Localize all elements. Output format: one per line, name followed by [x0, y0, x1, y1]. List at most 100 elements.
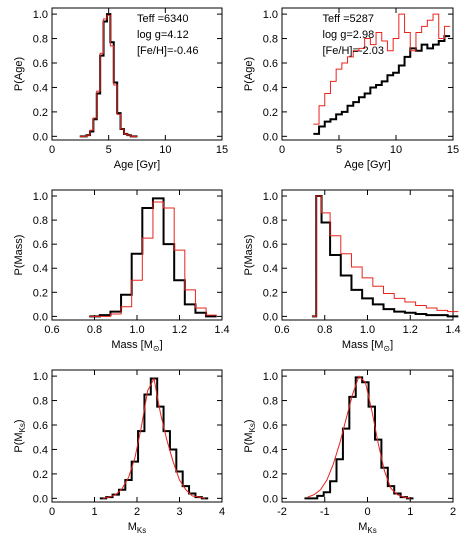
x-tick-label: 0: [364, 506, 370, 518]
y-tick-label: 0.8: [263, 396, 278, 408]
x-axis-label-sub: Ks: [367, 526, 376, 535]
y-tick-label: 0.2: [33, 469, 48, 481]
series-line: [311, 195, 459, 318]
y-tick-label: 0.2: [263, 287, 278, 299]
x-tick-label: 4: [219, 506, 225, 518]
x-tick-label: 3: [176, 506, 182, 518]
x-tick-label: 1.4: [214, 324, 229, 336]
x-axis-label-end: ]: [160, 339, 163, 351]
plot-frame: [281, 7, 454, 141]
x-tick-label: 1: [407, 506, 413, 518]
y-tick-label: 1.0: [263, 371, 278, 383]
annotation: [Fe/H]=-2.03: [323, 45, 384, 57]
x-tick-label: 1.2: [403, 324, 418, 336]
y-tick-label: 0.8: [263, 215, 278, 227]
plot-frame: [51, 7, 223, 141]
y-axis-label-sub: Ks: [248, 423, 257, 432]
y-tick-label: 0.8: [33, 34, 48, 46]
x-tick-label: 1: [91, 506, 97, 518]
y-tick-label: 1.0: [263, 191, 278, 203]
x-tick-label: 1.2: [172, 324, 187, 336]
y-tick-label: 0.8: [33, 215, 48, 227]
y-tick-label: 0.4: [263, 263, 278, 275]
x-tick-label: 0.8: [87, 324, 102, 336]
x-axis-label-text: Age [Gyr]: [344, 159, 390, 171]
y-axis-label-text: P(Age): [243, 57, 255, 91]
y-axis-label-sub: Ks: [18, 423, 27, 432]
y-tick-label: 0.4: [263, 444, 278, 456]
series-line: [313, 13, 451, 125]
y-tick-label: 0.6: [33, 58, 48, 70]
y-tick-label: 0.6: [263, 420, 278, 432]
plot-frame: [51, 369, 223, 503]
y-axis-label-text: P(Mass): [243, 235, 255, 276]
x-axis-label: MKs: [358, 521, 377, 535]
x-tick-label: 10: [159, 144, 171, 156]
y-axis-label: P(Age): [243, 57, 255, 91]
y-tick-label: 0.4: [263, 82, 278, 94]
annotation: [Fe/H]=-0.46: [137, 45, 198, 57]
plot-frame: [281, 189, 454, 321]
series-line: [102, 377, 206, 499]
x-axis-label-text: Age [Gyr]: [114, 159, 160, 171]
y-tick-label: 1.0: [33, 371, 48, 383]
y-axis-label-end: ): [243, 419, 255, 423]
annotation: Teff =5287: [323, 13, 374, 25]
y-tick-label: 0.6: [263, 239, 278, 251]
x-axis-label: Age [Gyr]: [344, 159, 390, 171]
series-line: [79, 14, 138, 137]
y-tick-label: 1.0: [33, 191, 48, 203]
annotation: log g=4.12: [137, 29, 189, 41]
panel: 0.0 0.2 0.4 0.6 0.8 1.0 0 5 10 15 Age [Gyr] P(Age) T…: [13, 7, 228, 171]
series-line: [79, 13, 138, 138]
x-axis-label-text: Mass [M: [342, 339, 384, 351]
x-tick-label: 1.4: [445, 324, 460, 336]
panel: 0.0 0.2 0.4 0.6 0.8 1.0 0 5 10 15 Age [Gyr] P(Age) T…: [243, 7, 459, 171]
x-tick-label: 0: [49, 506, 55, 518]
x-axis-label-sub: Ks: [137, 526, 146, 535]
x-tick-label: 0.8: [317, 324, 332, 336]
y-tick-label: 0.4: [33, 82, 48, 94]
x-axis-label-text: Mass [M: [111, 339, 153, 351]
x-axis-label: Age [Gyr]: [114, 159, 160, 171]
y-tick-label: 0.0: [33, 131, 48, 143]
x-axis-label: MKs: [128, 521, 147, 535]
y-axis-label: P(Mass): [243, 235, 255, 276]
y-axis-label-text: P(M: [243, 432, 255, 452]
x-axis-label: Mass [M⊙]: [342, 339, 393, 353]
series-line: [311, 195, 459, 317]
x-tick-label: 10: [390, 144, 402, 156]
y-tick-label: 0.0: [263, 493, 278, 505]
series-line: [307, 375, 411, 499]
x-tick-label: 0: [49, 144, 55, 156]
x-tick-label: 1.0: [360, 324, 375, 336]
y-axis-label-text: P(Age): [13, 57, 25, 91]
series-line: [304, 376, 414, 500]
x-axis-label: Mass [M⊙]: [111, 339, 162, 353]
y-tick-label: 1.0: [33, 9, 48, 21]
y-axis-label-text: P(M: [13, 432, 25, 452]
y-tick-label: 0.6: [263, 58, 278, 70]
y-axis-label: P(MKs): [13, 419, 27, 452]
y-tick-label: 0.2: [263, 469, 278, 481]
y-tick-label: 0.4: [33, 263, 48, 275]
x-tick-label: 2: [134, 506, 140, 518]
x-tick-label: 5: [336, 144, 342, 156]
x-tick-label: 2: [450, 506, 456, 518]
x-tick-label: 0.6: [44, 324, 59, 336]
y-tick-label: 0.0: [33, 311, 48, 323]
series-line: [89, 201, 217, 317]
x-axis-label-end: ]: [390, 339, 393, 351]
y-axis-label: P(MKs): [243, 419, 257, 452]
series-line: [313, 35, 451, 135]
x-axis-label-sub: ⊙: [153, 344, 160, 353]
y-tick-label: 0.2: [33, 287, 48, 299]
x-tick-label: 5: [106, 144, 112, 156]
x-tick-label: -1: [320, 506, 330, 518]
x-tick-label: 1.0: [129, 324, 144, 336]
panel: 0.0 0.2 0.4 0.6 0.8 1.0 0.6 0.8 1.0 1.2 1.4 Mass [M…: [243, 189, 461, 353]
y-tick-label: 0.6: [33, 420, 48, 432]
